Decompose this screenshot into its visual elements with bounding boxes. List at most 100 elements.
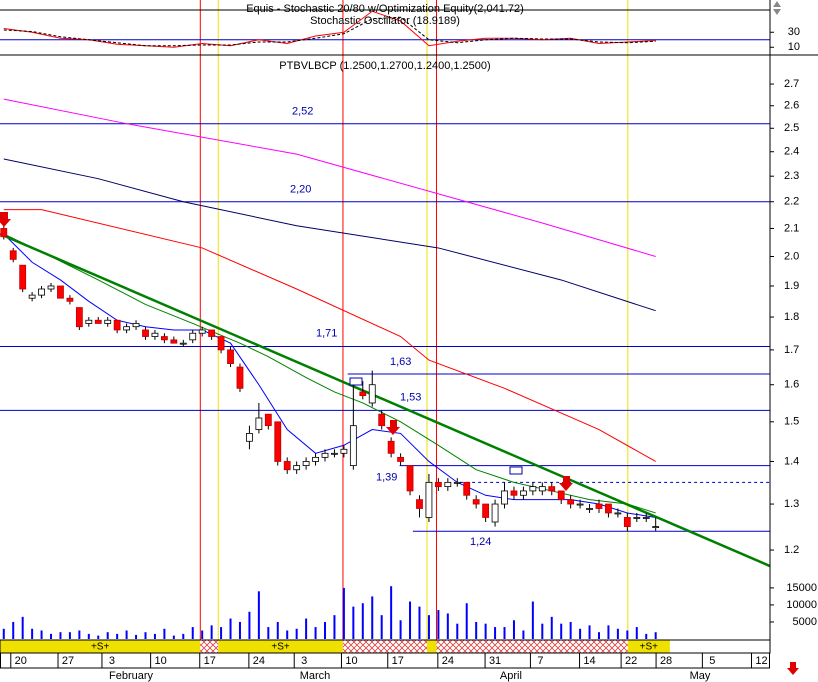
candle-body bbox=[633, 517, 641, 519]
volume-bar bbox=[333, 615, 336, 639]
volume-bar bbox=[503, 627, 506, 639]
x-tick-label: 10 bbox=[345, 655, 357, 667]
signal-on bbox=[627, 640, 670, 653]
candle-body bbox=[312, 456, 319, 462]
volume-bar bbox=[465, 603, 468, 639]
volume-bar bbox=[153, 633, 156, 639]
volume-bar bbox=[607, 625, 610, 639]
candle-body bbox=[557, 490, 565, 501]
candle-body bbox=[406, 465, 414, 492]
candle-body bbox=[416, 499, 423, 509]
volume-bar bbox=[172, 635, 175, 639]
scroll-arrow[interactable] bbox=[787, 662, 799, 675]
candle-body bbox=[359, 391, 367, 397]
volume-bar bbox=[427, 615, 430, 639]
volume-bar bbox=[248, 611, 251, 639]
x-tick-label: 7 bbox=[537, 655, 543, 667]
volume-bar bbox=[371, 596, 374, 639]
scroll-up[interactable] bbox=[773, 1, 781, 7]
candle-body bbox=[57, 285, 64, 299]
volume-bar bbox=[380, 615, 383, 639]
candle-body bbox=[198, 329, 206, 334]
volume-bar bbox=[191, 627, 194, 639]
volume-bar bbox=[125, 630, 128, 639]
candle-body bbox=[94, 319, 102, 324]
candle-body bbox=[463, 481, 471, 496]
level-label: 1,53 bbox=[400, 391, 421, 403]
y-tick-label: 2.5 bbox=[784, 122, 799, 134]
stoch-line bbox=[3, 16, 656, 47]
level-label: 2,52 bbox=[292, 106, 313, 118]
level-label: 2,20 bbox=[290, 184, 311, 196]
level-label: 1,71 bbox=[316, 327, 337, 339]
signal-label: +S+ bbox=[640, 642, 659, 653]
sell-arrow bbox=[0, 212, 11, 227]
scroll-down[interactable] bbox=[773, 9, 781, 15]
moving-average bbox=[3, 98, 656, 257]
candle-body bbox=[595, 503, 603, 509]
candle-body bbox=[387, 440, 395, 454]
y-tick-label: 2.6 bbox=[784, 100, 799, 112]
candle-body bbox=[378, 413, 386, 427]
volume-bar bbox=[87, 633, 90, 639]
volume-bar bbox=[512, 620, 515, 639]
sell-arrow bbox=[386, 420, 400, 435]
candle-body bbox=[482, 503, 490, 518]
month-label: May bbox=[690, 670, 711, 682]
signal-on bbox=[0, 640, 201, 653]
candle-body bbox=[472, 499, 480, 505]
candle-body bbox=[538, 486, 546, 492]
month-label: March bbox=[300, 670, 331, 682]
volume-bar bbox=[494, 627, 497, 639]
candle-body bbox=[510, 490, 518, 496]
candle-body bbox=[132, 323, 140, 328]
candle-body bbox=[0, 228, 8, 238]
candle-body bbox=[9, 250, 17, 260]
volume-bar bbox=[286, 630, 289, 639]
volume-bar bbox=[531, 601, 534, 639]
candle-body bbox=[255, 417, 263, 430]
stoch-tick-label: 30 bbox=[788, 26, 800, 38]
candle-body bbox=[274, 421, 282, 462]
volume-bar bbox=[399, 620, 402, 639]
candle-body bbox=[520, 490, 527, 496]
volume-bar bbox=[182, 633, 185, 639]
x-tick-label: 28 bbox=[660, 655, 672, 667]
candle-body bbox=[75, 307, 83, 328]
candle-body bbox=[246, 433, 253, 442]
candle-body bbox=[179, 342, 187, 345]
volume-bar bbox=[579, 628, 582, 639]
candle-body bbox=[586, 508, 593, 510]
indicator-subtitle: Stochastic Oscillator (18.9189) bbox=[310, 15, 460, 27]
volume-bar bbox=[456, 623, 459, 639]
volume-bar bbox=[238, 621, 241, 639]
y-tick-label: 1.5 bbox=[784, 416, 799, 428]
volume-bar bbox=[645, 633, 648, 639]
volume-bar bbox=[40, 630, 43, 639]
signal-off bbox=[200, 640, 219, 653]
volume-bar bbox=[210, 625, 213, 639]
candle-body bbox=[623, 517, 631, 527]
volume-bar bbox=[12, 621, 15, 639]
candle-body bbox=[397, 456, 404, 462]
volume-bar bbox=[437, 610, 440, 639]
signal-off bbox=[342, 640, 428, 653]
y-tick-label: 1.8 bbox=[784, 311, 799, 323]
candle-body bbox=[189, 332, 197, 341]
volume-bar bbox=[116, 633, 119, 639]
volume-bar bbox=[569, 621, 572, 639]
x-tick-label: 24 bbox=[442, 655, 454, 667]
volume-bar bbox=[220, 627, 223, 639]
volume-bar bbox=[78, 630, 81, 639]
candle-body bbox=[170, 339, 178, 344]
candle-body bbox=[208, 329, 216, 337]
volume-bar bbox=[597, 632, 600, 639]
x-tick-label: 27 bbox=[62, 655, 74, 667]
candle-body bbox=[567, 499, 575, 505]
candle-body bbox=[160, 336, 168, 341]
volume-bar bbox=[257, 591, 260, 639]
volume-bar bbox=[97, 635, 100, 639]
candle-body bbox=[264, 413, 272, 427]
candle-body bbox=[151, 332, 159, 337]
candle-body bbox=[321, 452, 329, 458]
